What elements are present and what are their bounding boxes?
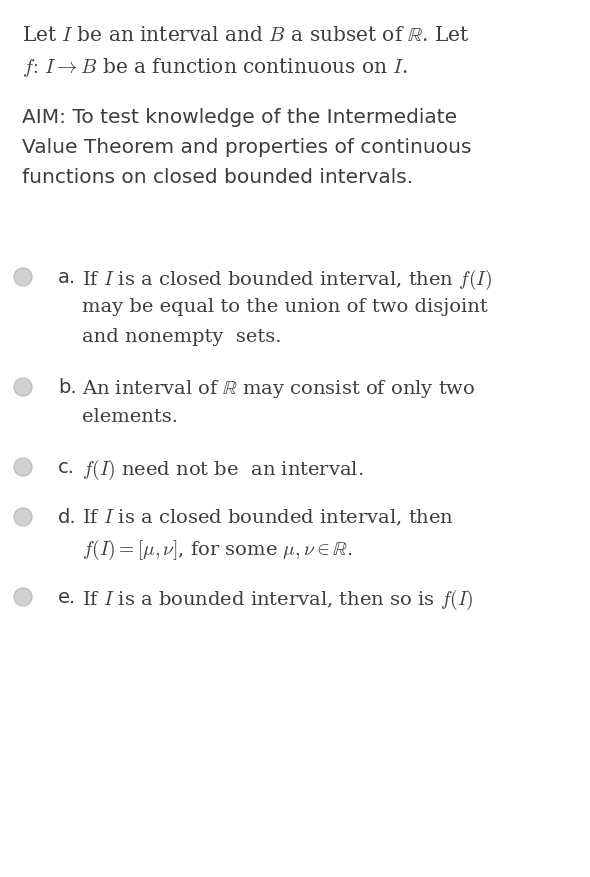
Text: If $I$ is a closed bounded interval, then: If $I$ is a closed bounded interval, the… <box>82 508 454 528</box>
Ellipse shape <box>14 509 32 526</box>
Text: Value Theorem and properties of continuous: Value Theorem and properties of continuo… <box>22 138 471 157</box>
Text: c.: c. <box>58 458 75 476</box>
Text: and nonempty  sets.: and nonempty sets. <box>82 328 281 346</box>
Text: If $I$ is a closed bounded interval, then $f(I)$: If $I$ is a closed bounded interval, the… <box>82 267 492 292</box>
Text: $f(I)$ need not be  an interval.: $f(I)$ need not be an interval. <box>82 458 363 481</box>
Text: elements.: elements. <box>82 408 178 425</box>
Ellipse shape <box>14 379 32 396</box>
Text: may be equal to the union of two disjoint: may be equal to the union of two disjoin… <box>82 297 488 316</box>
Text: d.: d. <box>58 508 77 526</box>
Ellipse shape <box>14 588 32 606</box>
Text: functions on closed bounded intervals.: functions on closed bounded intervals. <box>22 168 413 187</box>
Text: $f(I) = [\mu, \nu]$, for some $\mu, \nu \in \mathbb{R}$.: $f(I) = [\mu, \nu]$, for some $\mu, \nu … <box>82 538 352 561</box>
Text: An interval of $\mathbb{R}$ may consist of only two: An interval of $\mathbb{R}$ may consist … <box>82 378 476 400</box>
Text: AIM: To test knowledge of the Intermediate: AIM: To test knowledge of the Intermedia… <box>22 108 457 127</box>
Text: Let $I$ be an interval and $\mathit{B}$ a subset of $\mathbb{R}$. Let: Let $I$ be an interval and $\mathit{B}$ … <box>22 26 470 45</box>
Ellipse shape <box>14 459 32 476</box>
Text: If $I$ is a bounded interval, then so is $f(I)$: If $I$ is a bounded interval, then so is… <box>82 588 473 611</box>
Text: b.: b. <box>58 378 77 396</box>
Text: e.: e. <box>58 588 76 606</box>
Text: $f\!:\, I \to \mathit{B}$ be a function continuous on $I$.: $f\!:\, I \to \mathit{B}$ be a function … <box>22 56 408 79</box>
Ellipse shape <box>14 268 32 287</box>
Text: a.: a. <box>58 267 76 287</box>
